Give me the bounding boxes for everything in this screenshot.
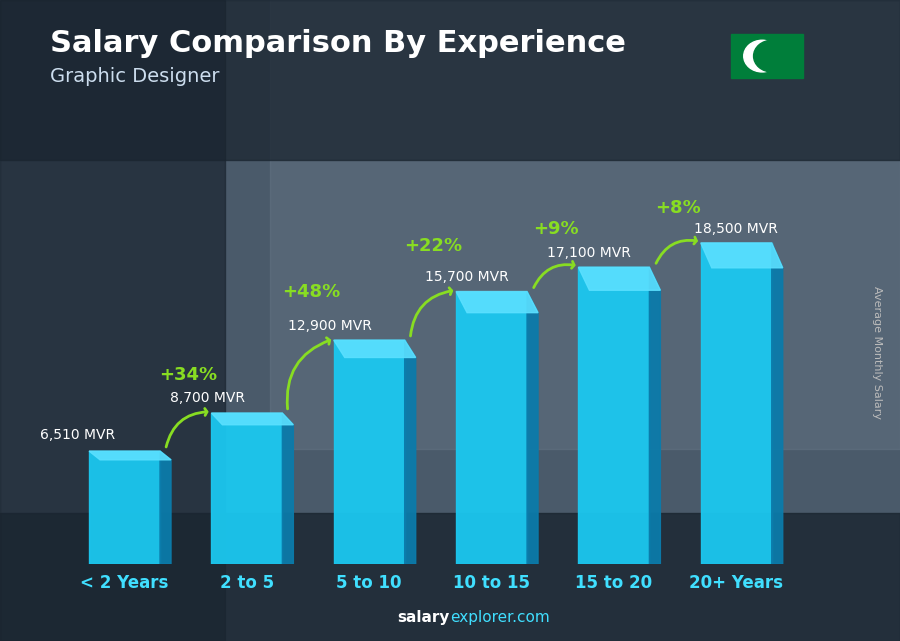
Bar [0,0,900,160]
Text: +22%: +22% [404,237,463,255]
Polygon shape [650,267,661,564]
Text: +48%: +48% [282,283,340,301]
Bar [89,451,160,564]
Bar [0,0,225,641]
Polygon shape [771,243,783,564]
Polygon shape [405,340,416,564]
Polygon shape [212,413,293,425]
Text: 15,700 MVR: 15,700 MVR [425,271,509,284]
Polygon shape [527,292,538,564]
Bar [0,513,900,641]
Text: explorer.com: explorer.com [450,610,550,625]
Text: Average Monthly Salary: Average Monthly Salary [872,286,883,419]
Text: 6,510 MVR: 6,510 MVR [40,428,115,442]
Bar [212,413,283,564]
Circle shape [743,40,780,72]
Polygon shape [579,267,661,290]
Text: 12,900 MVR: 12,900 MVR [288,319,372,333]
Text: 18,500 MVR: 18,500 MVR [694,222,778,236]
Polygon shape [456,292,538,313]
Polygon shape [160,451,171,564]
Bar [334,340,405,564]
Text: salary: salary [398,610,450,625]
Text: +8%: +8% [655,199,701,217]
Text: 8,700 MVR: 8,700 MVR [170,391,245,405]
Circle shape [753,40,790,72]
Bar [732,34,803,78]
Text: Salary Comparison By Experience: Salary Comparison By Experience [50,29,625,58]
Bar [456,292,527,564]
Text: 17,100 MVR: 17,100 MVR [547,246,632,260]
Polygon shape [283,413,293,564]
Text: Graphic Designer: Graphic Designer [50,67,219,87]
Bar [579,267,650,564]
Polygon shape [89,451,171,460]
Polygon shape [701,243,783,268]
Text: +9%: +9% [533,220,579,238]
Text: +34%: +34% [159,366,218,384]
Bar [270,0,900,449]
Bar [701,243,771,564]
Polygon shape [334,340,416,358]
